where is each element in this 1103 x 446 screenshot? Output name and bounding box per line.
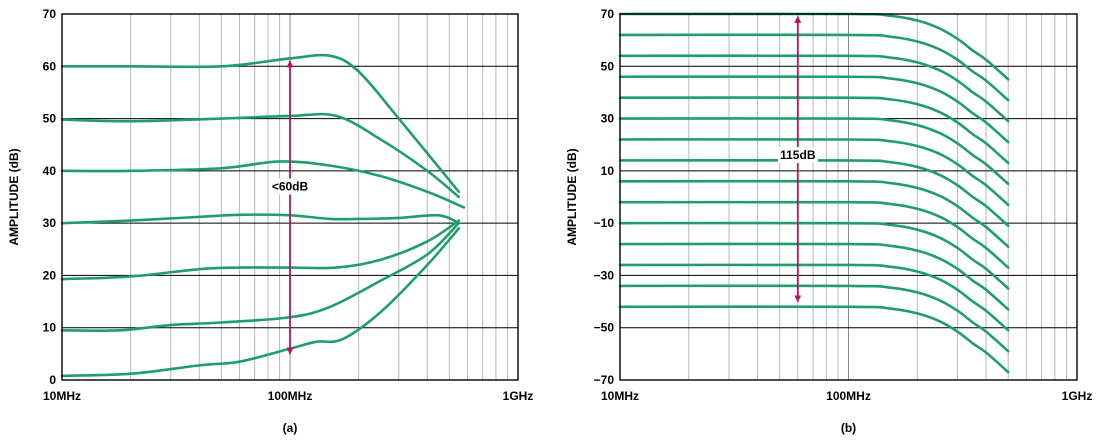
annotation-label-bg [778,147,818,164]
series-line-13 [618,263,1010,332]
x-tick-label: 10MHz [601,389,639,403]
series-line-9 [618,179,1010,248]
series-line-15 [618,305,1010,374]
y-tick-label: 50 [601,59,615,73]
y-tick-label: 20 [43,268,57,282]
annotation-label: 115dB [780,148,816,162]
series-line-4 [618,75,1010,144]
series-line-10 [618,200,1010,269]
series-line-3 [618,54,1010,123]
chart-panel-a: 0 10 20 30 40 50 60 70 10MHz 100MHz 1GHz AMPLITUDE … [7,7,533,435]
panel-label: (b) [841,421,856,435]
series-line-14 [618,284,1010,353]
y-tick-label: 60 [43,59,57,73]
plot-frame [61,13,519,381]
series-line-4 [60,213,461,225]
y-tick-label: −70 [594,373,615,387]
series-line-2 [60,112,461,199]
y-tick-label: −10 [594,216,615,230]
series-line-12 [618,242,1010,311]
x-tick-label: 1GHz [503,389,534,403]
series-line-1 [60,53,461,194]
series-line-8 [618,158,1010,228]
x-tick-label: 1GHz [1062,389,1093,403]
series-line-6 [618,117,1010,186]
y-tick-label: 10 [601,164,615,178]
y-tick-label: −30 [594,268,615,282]
series-line-2 [618,33,1010,102]
panel-label: (a) [283,421,298,435]
y-tick-label: 70 [43,7,57,21]
x-tick-label: 100MHz [826,389,871,403]
y-axis-label: AMPLITUDE (dB) [7,148,21,245]
plot-frame [619,13,1078,381]
y-tick-label: 0 [49,373,56,387]
y-tick-label: 50 [43,112,57,126]
y-tick-label: 30 [601,112,615,126]
y-axis-label: AMPLITUDE (dB) [565,148,579,245]
annotation-label-bg [269,178,311,195]
y-tick-label: −50 [594,321,615,335]
y-tick-label: 30 [43,216,57,230]
x-tick-label: 100MHz [268,389,313,403]
series-line-5 [618,96,1010,165]
y-tick-label: 70 [601,7,615,21]
series-line-11 [618,221,1010,290]
chart-panel-b: 70 50 30 10 −10 −30 −50 −70 10MHz 100MHz 1GHz AMPLI… [565,7,1092,435]
x-tick-label: 10MHz [43,389,81,403]
series-line-7 [618,138,1010,207]
series-line-3 [60,160,466,209]
annotation-label: <60dB [272,180,309,194]
y-tick-label: 10 [43,321,57,335]
series-line-1 [618,12,1010,81]
y-tick-label: 40 [43,164,57,178]
series-line-7 [60,227,461,378]
